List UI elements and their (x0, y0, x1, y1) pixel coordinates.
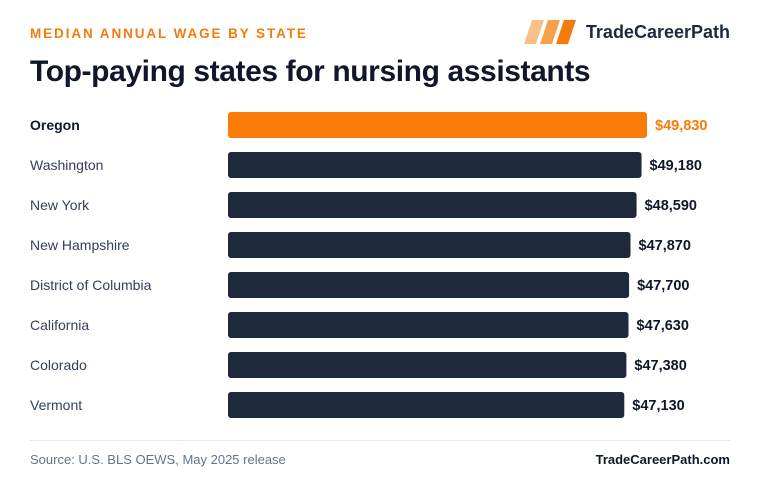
source-note: Source: U.S. BLS OEWS, May 2025 release (30, 452, 286, 467)
value-label: $47,870 (639, 238, 691, 254)
category-label: Colorado (30, 357, 87, 373)
value-label: $47,630 (637, 318, 689, 334)
brand-name: TradeCareerPath (585, 21, 730, 42)
category-label: New Hampshire (30, 237, 130, 253)
footer-divider (30, 440, 730, 441)
category-label: Vermont (30, 397, 82, 413)
brand: TradeCareerPath (523, 20, 730, 44)
category-label: California (30, 317, 89, 333)
bar (228, 232, 631, 258)
bar (228, 272, 630, 298)
bar (228, 192, 637, 218)
category-label: District of Columbia (30, 277, 152, 293)
bar (228, 112, 647, 138)
value-label: $49,830 (655, 118, 707, 134)
category-label: New York (30, 197, 90, 213)
value-label: $47,130 (632, 398, 684, 414)
chart-title: Top-paying states for nursing assistants (30, 55, 591, 88)
site-link[interactable]: TradeCareerPath.com (595, 452, 730, 467)
bar (228, 352, 627, 378)
chart-kicker: MEDIAN ANNUAL WAGE BY STATE (30, 26, 308, 41)
value-label: $49,180 (650, 158, 702, 174)
category-label: Washington (30, 157, 103, 173)
value-label: $47,700 (637, 278, 689, 294)
value-label: $47,380 (634, 358, 686, 374)
value-label: $48,590 (645, 198, 697, 214)
category-label: Oregon (30, 117, 80, 133)
bar (228, 392, 625, 418)
bar (228, 312, 629, 338)
bar (228, 152, 642, 178)
brand-logo-icon (523, 20, 576, 44)
bar-chart: Oregon $49,830 Washington $49,180 New York $4… (30, 112, 707, 418)
